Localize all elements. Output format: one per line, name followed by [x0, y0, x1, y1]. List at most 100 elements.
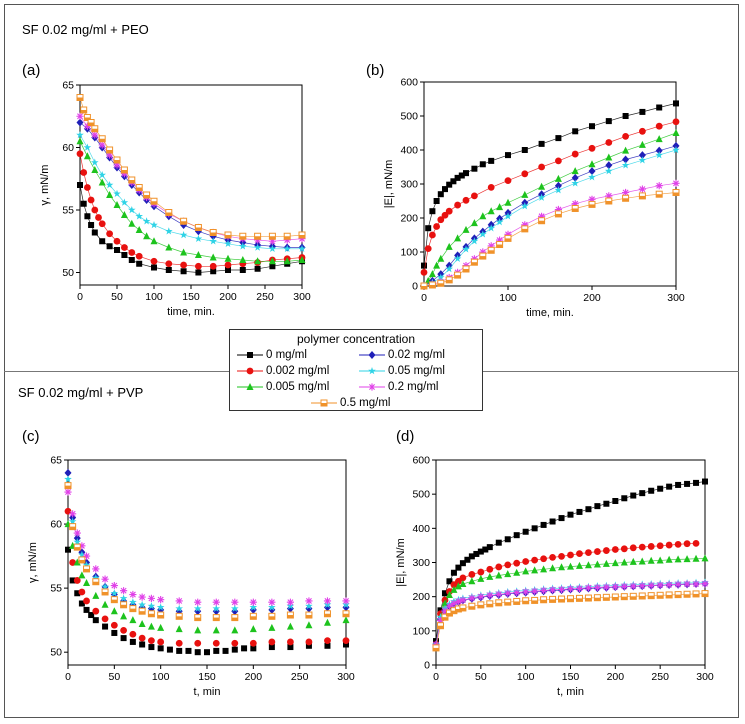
chart-1-series-6-point-16	[605, 197, 613, 205]
chart-0-series-2-point-13	[194, 251, 202, 258]
chart-3-series-0-point-32	[666, 483, 673, 490]
chart-0-series-2-point-14	[209, 253, 217, 261]
chart-3-series-2-point-10	[495, 571, 503, 579]
chart-2-series-0-point-1	[69, 577, 76, 584]
chart-2-series-0-point-15	[176, 647, 183, 654]
chart-2-series-6-point-3	[78, 556, 86, 564]
chart-2-series-5-point-1	[69, 510, 77, 518]
chart-3-series-0-point-23	[585, 506, 592, 513]
chart-1-series-2-point-7	[462, 225, 470, 233]
chart-3-series-5-point-13	[522, 588, 530, 596]
chart-2-series-6-point-20	[305, 611, 313, 619]
chart-3-series-1-point-28	[656, 542, 664, 550]
legend-marker-1	[246, 367, 254, 375]
chart-0-series-5-point-19	[283, 236, 291, 244]
chart-0-series-4-point-11	[165, 227, 173, 235]
chart-1-ytick-label-4: 400	[400, 145, 418, 157]
chart-3-series-2-point-9	[486, 572, 494, 580]
chart-1-series-6-point-3	[445, 276, 453, 284]
chart-1-series-1-point-3	[433, 223, 440, 230]
chart-3-series-6-point-25	[629, 592, 637, 600]
chart-2-series-6-point-5	[92, 578, 100, 586]
chart-3-series-1-point-16	[549, 553, 556, 561]
chart-1-series-3-point-17	[622, 155, 630, 164]
chart-0-series-5-point-18	[268, 237, 276, 245]
chart-3-ytick-label-5: 500	[412, 489, 430, 501]
chart-1-series-1-point-4	[437, 216, 445, 224]
chart-3-series-6-point-30	[674, 591, 682, 599]
chart-2-xtick-label-6: 300	[337, 671, 355, 683]
chart-2-series-4-point-10	[138, 600, 146, 609]
chart-3-series-0-point-11	[482, 546, 489, 553]
chart-1-series-1-point-15	[571, 150, 579, 158]
chart-3-series-2-point-29	[665, 555, 673, 563]
chart-1-series-5-point-8	[487, 242, 495, 250]
chart-1-series-3-point-13	[554, 181, 562, 190]
chart-3-series-5-point-15	[540, 586, 548, 595]
chart-1-series-6-point-11	[521, 225, 529, 233]
figure-frame	[4, 4, 739, 718]
chart-1-series-1-point-9	[471, 192, 478, 200]
chart-2-series-1-point-7	[110, 621, 118, 629]
chart-1-series-6-point-20	[672, 189, 680, 196]
chart-3-series-2-point-11	[504, 570, 512, 578]
chart-0-series-0-point-7	[114, 247, 120, 253]
chart-0-series-2-point-8	[135, 226, 143, 233]
chart-3-series-1-point-22	[602, 547, 610, 554]
chart-3-series-0-point-1	[437, 607, 444, 614]
chart-2-series-4-point-9	[129, 598, 137, 606]
chart-3-series-6-point-16	[549, 595, 557, 603]
chart-1-ytick-label-6: 600	[400, 77, 418, 89]
chart-2-series-2-point-17	[249, 625, 257, 633]
chart-0-series-2-point-6	[120, 211, 128, 218]
chart-1-series-2-point-20	[638, 140, 646, 148]
chart-2-series-4-point-14	[193, 604, 202, 612]
chart-2-series-2-point-10	[138, 620, 146, 627]
chart-2-series-5-point-9	[129, 590, 137, 599]
chart-3-series-1-point-31	[683, 540, 691, 548]
chart-1-series-1-point-12	[521, 170, 529, 178]
chart-2-series-0-point-10	[129, 638, 136, 645]
chart-2-series-6-point-13	[175, 612, 183, 620]
chart-1-series-4-line	[423, 149, 677, 287]
chart-1-series-1-point-10	[487, 184, 495, 191]
chart-0-series-0-point-13	[180, 268, 187, 275]
chart-2-series-5-point-13	[175, 597, 183, 605]
chart-0-series-0-line	[79, 184, 303, 273]
chart-3-series-2-point-7	[468, 577, 476, 585]
chart-3-series-6-point-2	[441, 613, 449, 621]
chart-2-series-4-point-2	[73, 538, 82, 546]
chart-0-series-2-point-2	[91, 166, 99, 173]
chart-1-series-0-point-20	[605, 118, 612, 125]
chart-2-series-4-point-13	[175, 604, 183, 612]
chart-1-series-3-point-18	[638, 151, 646, 160]
chart-0-ytick-label-0: 50	[62, 267, 74, 279]
chart-2-series-6-point-9	[129, 605, 137, 613]
chart-1-series-6-point-9	[496, 241, 504, 249]
chart-0-series-6-point-20	[268, 232, 276, 240]
chart-3-series-1-point-23	[611, 546, 619, 553]
chart-3-series-0-point-36	[702, 478, 708, 485]
chart-1-series-1-line	[423, 121, 677, 273]
chart-1-series-5-line	[423, 182, 677, 287]
chart-0-ytick-label-1: 55	[62, 205, 74, 217]
chart-2-series-5-point-20	[305, 597, 313, 605]
chart-1-series-1-point-11	[504, 177, 512, 185]
chart-3-series-0-point-21	[567, 511, 574, 518]
chart-3-series-5-point-26	[638, 582, 646, 590]
chart-3-series-0-point-26	[612, 498, 619, 504]
chart-2-series-4-point-11	[147, 602, 156, 610]
chart-1-series-0-point-10	[463, 170, 469, 177]
chart-0-series-0-point-10	[136, 260, 143, 267]
chart-1-series-6-point-4	[454, 271, 462, 279]
chart-3-series-5-point-5	[454, 597, 463, 606]
chart-0-series-6-line	[79, 97, 303, 237]
chart-2-series-3-point-16	[231, 607, 239, 616]
chart-1-series-5-point-7	[479, 248, 487, 256]
chart-1-series-4-point-20	[672, 146, 680, 154]
chart-3-series-5-point-24	[620, 582, 628, 591]
chart-1-series-0-point-0	[421, 262, 427, 269]
chart-1-series-4-point-16	[605, 167, 613, 175]
chart-0-series-0-point-3	[88, 222, 95, 228]
chart-2-series-1-point-1	[69, 559, 77, 566]
